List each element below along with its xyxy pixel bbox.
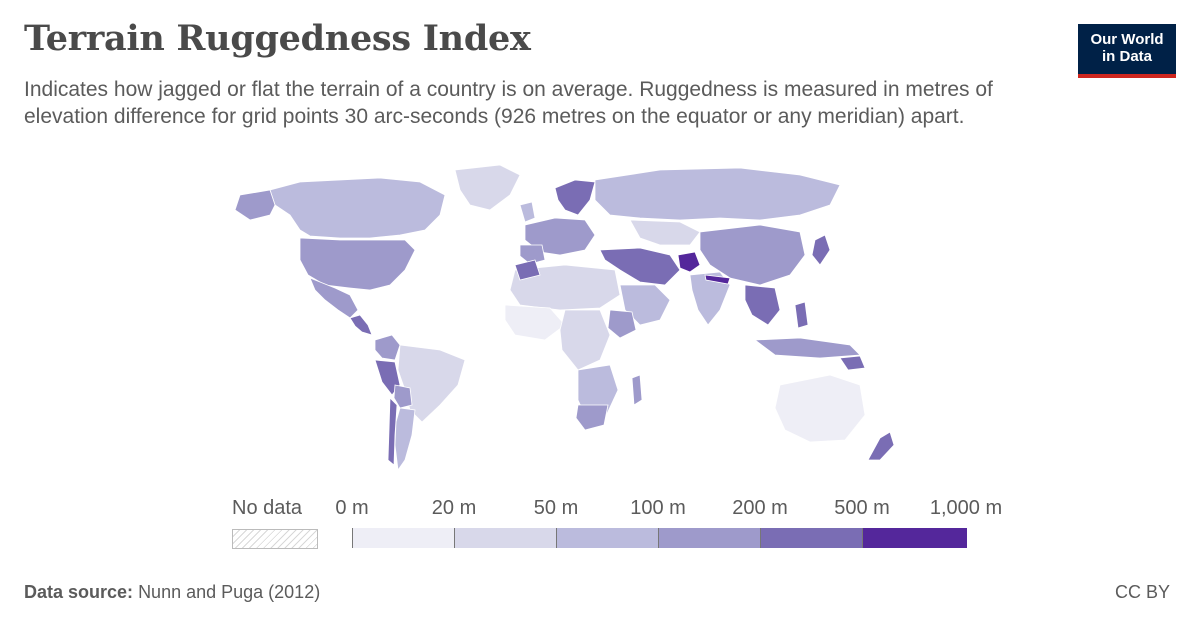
data-source: Data source: Nunn and Puga (2012) bbox=[24, 582, 320, 603]
data-source-value[interactable]: Nunn and Puga (2012) bbox=[138, 582, 321, 602]
legend-tick-20: 20 m bbox=[431, 497, 477, 519]
legend-no-data[interactable]: No data bbox=[232, 497, 318, 549]
logo-line-1: Our World bbox=[1090, 31, 1164, 48]
legend-bin-50-100[interactable] bbox=[556, 528, 659, 548]
country-papua-new-guinea[interactable] bbox=[839, 355, 866, 371]
legend-bin-200-500[interactable] bbox=[760, 528, 863, 548]
country-bolivia[interactable] bbox=[393, 384, 413, 409]
country-argentina[interactable] bbox=[394, 407, 416, 472]
legend-bin-0-20[interactable] bbox=[352, 528, 455, 548]
country-scandinavia[interactable] bbox=[554, 179, 596, 216]
country-colombia[interactable] bbox=[374, 334, 401, 361]
country-madagascar[interactable] bbox=[631, 374, 643, 406]
country-central-america[interactable] bbox=[349, 314, 373, 336]
legend-bin-20-50[interactable] bbox=[454, 528, 557, 548]
country-usa[interactable] bbox=[299, 237, 416, 291]
country-iberia[interactable] bbox=[519, 244, 546, 265]
country-north-africa[interactable] bbox=[509, 264, 621, 311]
license[interactable]: CC BY bbox=[1114, 582, 1170, 602]
legend-tick-1000: 1,000 m bbox=[929, 497, 1003, 519]
country-india[interactable] bbox=[689, 271, 731, 326]
country-morocco[interactable] bbox=[514, 259, 541, 281]
country-brazil[interactable] bbox=[397, 344, 466, 423]
legend-tick-500: 500 m bbox=[834, 497, 890, 519]
legend-bin-100-200[interactable] bbox=[658, 528, 761, 548]
chart-title: Terrain Ruggedness Index bbox=[24, 18, 531, 59]
country-south-africa[interactable] bbox=[575, 404, 609, 431]
logo-accent-bar bbox=[1078, 74, 1176, 78]
country-canada[interactable] bbox=[269, 177, 446, 239]
country-afghanistan[interactable] bbox=[677, 251, 701, 273]
country-kazakhstan[interactable] bbox=[629, 219, 701, 246]
country-chile[interactable] bbox=[387, 397, 398, 466]
data-source-label: Data source: bbox=[24, 582, 134, 602]
legend-tick-200: 200 m bbox=[732, 497, 788, 519]
chart-subtitle: Indicates how jagged or flat the terrain… bbox=[24, 78, 993, 128]
country-australia[interactable] bbox=[774, 374, 866, 443]
country-indonesia[interactable] bbox=[753, 337, 861, 359]
country-uk[interactable] bbox=[519, 201, 536, 223]
country-greenland[interactable] bbox=[454, 164, 521, 211]
country-west-africa[interactable] bbox=[504, 304, 566, 341]
logo-line-2: in Data bbox=[1101, 48, 1152, 65]
world-map bbox=[234, 164, 895, 472]
country-turkey-iran[interactable] bbox=[599, 247, 681, 286]
legend-bin-500-1000[interactable] bbox=[862, 528, 967, 548]
legend-tick-50: 50 m bbox=[533, 497, 579, 519]
country-ethiopia[interactable] bbox=[607, 309, 637, 339]
country-japan[interactable] bbox=[811, 234, 831, 266]
country-alaska[interactable] bbox=[234, 189, 276, 221]
country-philippines[interactable] bbox=[794, 301, 809, 329]
legend-tick-100: 100 m bbox=[630, 497, 686, 519]
country-central-africa[interactable] bbox=[559, 309, 611, 371]
legend-no-data-swatch bbox=[232, 529, 318, 549]
country-nepal[interactable] bbox=[704, 274, 731, 285]
owid-logo[interactable]: Our World in Data bbox=[1078, 24, 1176, 78]
country-china[interactable] bbox=[699, 224, 806, 286]
country-new-zealand[interactable] bbox=[867, 431, 895, 461]
country-southeast-asia[interactable] bbox=[744, 284, 781, 326]
country-russia[interactable] bbox=[594, 167, 841, 221]
legend-no-data-label: No data bbox=[232, 497, 303, 519]
legend-tick-0: 0 m bbox=[335, 497, 369, 519]
